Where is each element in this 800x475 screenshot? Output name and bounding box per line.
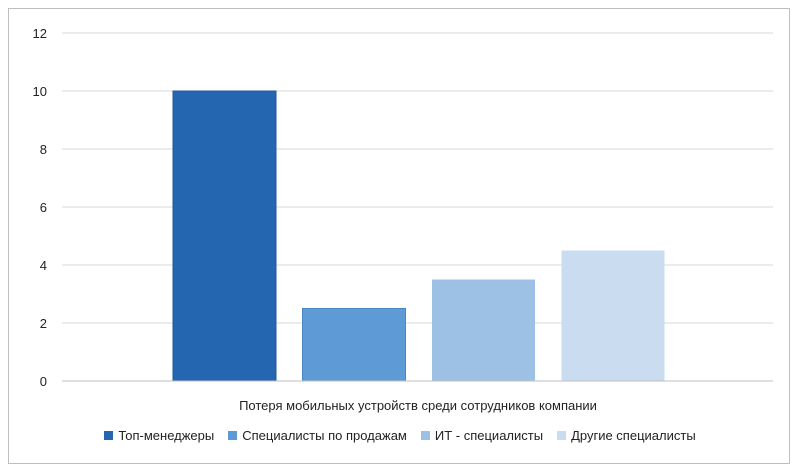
y-tick-label: 12	[33, 26, 47, 41]
legend-swatch	[228, 431, 238, 440]
bar-3	[432, 279, 535, 381]
legend-label: Специалисты по продажам	[242, 428, 407, 443]
gridlines	[62, 32, 773, 324]
legend-swatch	[420, 431, 430, 440]
y-tick-label: 2	[40, 316, 47, 331]
y-tick-label: 6	[40, 200, 47, 215]
legend-item: Топ-менеджеры	[104, 428, 214, 443]
bars	[172, 90, 665, 382]
legend-item: Специалисты по продажам	[228, 428, 407, 443]
legend: Топ-менеджеры Специалисты по продажам ИТ -…	[0, 428, 800, 443]
y-axis: 0 2 4 6 8 10 12	[33, 26, 47, 389]
legend-label: Другие специалисты	[571, 428, 696, 443]
legend-label: ИТ - специалисты	[434, 428, 544, 443]
legend-swatch	[557, 431, 567, 440]
x-category-label: Потеря мобильных устройств среди сотрудн…	[239, 398, 597, 413]
legend-label: Топ-менеджеры	[118, 428, 215, 443]
legend-swatch	[104, 431, 114, 440]
bar-2	[302, 308, 406, 382]
y-tick-label: 0	[40, 374, 47, 389]
chart-frame	[8, 8, 790, 464]
bar-chart: 0 2 4 6 8 10 12 Потеря мобильных устройств сре…	[33, 26, 773, 413]
legend-item: Другие специалисты	[557, 428, 696, 443]
bar-1	[172, 90, 277, 382]
y-tick-label: 10	[33, 84, 47, 99]
legend-item: ИТ - специалисты	[420, 428, 544, 443]
y-tick-label: 4	[40, 258, 47, 273]
bar-4	[561, 250, 665, 381]
y-tick-label: 8	[40, 142, 47, 157]
